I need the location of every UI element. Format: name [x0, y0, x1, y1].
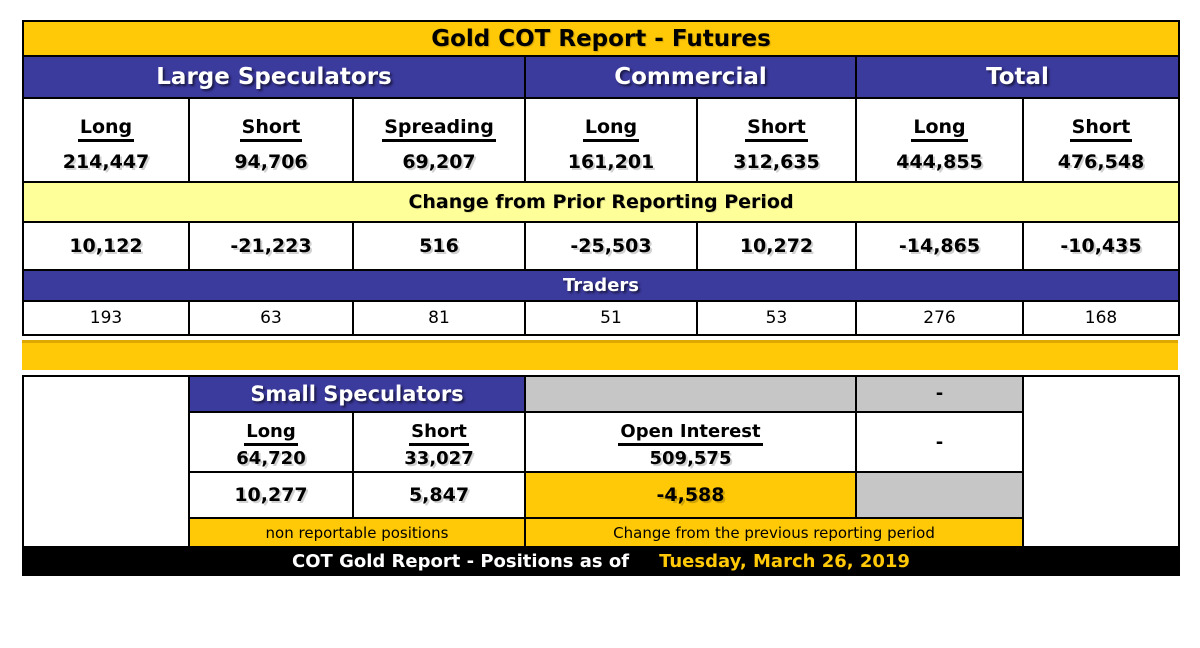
column-header: Short — [355, 421, 523, 446]
large-spec-spreading-cell: Spreading 69,207 — [352, 97, 526, 183]
blank-left-cell — [22, 375, 190, 548]
group-header-commercial: Commercial — [524, 55, 857, 99]
column-header: Short — [699, 116, 854, 142]
dash-cell-lower: - — [855, 411, 1024, 473]
blank-right-cell — [1022, 375, 1180, 548]
dash-cell-upper: - — [855, 375, 1024, 413]
non-reportable-label: non reportable positions — [188, 517, 526, 548]
traders-count: 63 — [188, 300, 354, 336]
open-interest-change: -4,588 — [524, 471, 857, 519]
column-header: Spreading — [355, 116, 523, 142]
open-interest-value: 509,575 — [649, 447, 732, 469]
small-spec-short-change: 5,847 — [352, 471, 526, 519]
cot-report-sheet: Gold COT Report - Futures Large Speculat… — [22, 20, 1180, 576]
group-header-total: Total — [855, 55, 1180, 99]
footer-date: Tuesday, March 26, 2019 — [659, 550, 910, 572]
column-header: Long — [858, 116, 1021, 142]
small-spec-long-change: 10,277 — [188, 471, 354, 519]
footer-text: COT Gold Report - Positions as of — [292, 550, 630, 572]
small-spec-long-cell: Long 64,720 — [188, 411, 354, 473]
previous-period-change-label: Change from the previous reporting perio… — [524, 517, 1024, 548]
traders-count: 276 — [855, 300, 1024, 336]
large-spec-long-cell: Long 214,447 — [22, 97, 190, 183]
position-value: 214,447 — [62, 151, 150, 173]
column-header: Long — [191, 421, 351, 446]
position-value: 476,548 — [1057, 151, 1145, 173]
column-header: Short — [1025, 116, 1177, 142]
column-header: Open Interest — [527, 421, 854, 446]
change-value: -25,503 — [524, 221, 698, 271]
cot-lower-table: Small Speculators - Long 64,720 Short 33… — [22, 375, 1180, 576]
position-value: 161,201 — [567, 151, 655, 173]
traders-header: Traders — [22, 269, 1180, 302]
gold-separator-bar — [22, 340, 1178, 370]
traders-count: 193 — [22, 300, 190, 336]
group-header-large-speculators: Large Speculators — [22, 55, 526, 99]
total-short-cell: Short 476,548 — [1022, 97, 1180, 183]
position-value: 69,207 — [402, 151, 476, 173]
gray-filler-cell — [524, 375, 857, 413]
small-spec-short-cell: Short 33,027 — [352, 411, 526, 473]
change-value: 10,122 — [22, 221, 190, 271]
change-value: -10,435 — [1022, 221, 1180, 271]
traders-count: 168 — [1022, 300, 1180, 336]
small-speculators-header: Small Speculators — [188, 375, 526, 413]
change-from-prior-header: Change from Prior Reporting Period — [22, 181, 1180, 223]
position-value: 33,027 — [404, 447, 474, 469]
total-long-cell: Long 444,855 — [855, 97, 1024, 183]
gray-filler-cell — [855, 471, 1024, 519]
position-value: 94,706 — [234, 151, 308, 173]
position-value: 312,635 — [733, 151, 820, 173]
open-interest-cell: Open Interest 509,575 — [524, 411, 857, 473]
change-value: -21,223 — [188, 221, 354, 271]
change-value: 10,272 — [696, 221, 857, 271]
large-spec-short-cell: Short 94,706 — [188, 97, 354, 183]
traders-count: 53 — [696, 300, 857, 336]
column-header: Short — [191, 116, 351, 142]
column-header: Long — [25, 116, 187, 142]
position-value: 64,720 — [236, 447, 306, 469]
footer-bar: COT Gold Report - Positions as of Tuesday… — [22, 546, 1180, 576]
position-value: 444,855 — [896, 151, 983, 173]
traders-count: 51 — [524, 300, 698, 336]
cot-upper-table: Gold COT Report - Futures Large Speculat… — [22, 20, 1180, 336]
column-header: Long — [527, 116, 695, 142]
change-value: -14,865 — [855, 221, 1024, 271]
report-title: Gold COT Report - Futures — [22, 20, 1180, 57]
commercial-short-cell: Short 312,635 — [696, 97, 857, 183]
change-value: 516 — [352, 221, 526, 271]
commercial-long-cell: Long 161,201 — [524, 97, 698, 183]
traders-count: 81 — [352, 300, 526, 336]
